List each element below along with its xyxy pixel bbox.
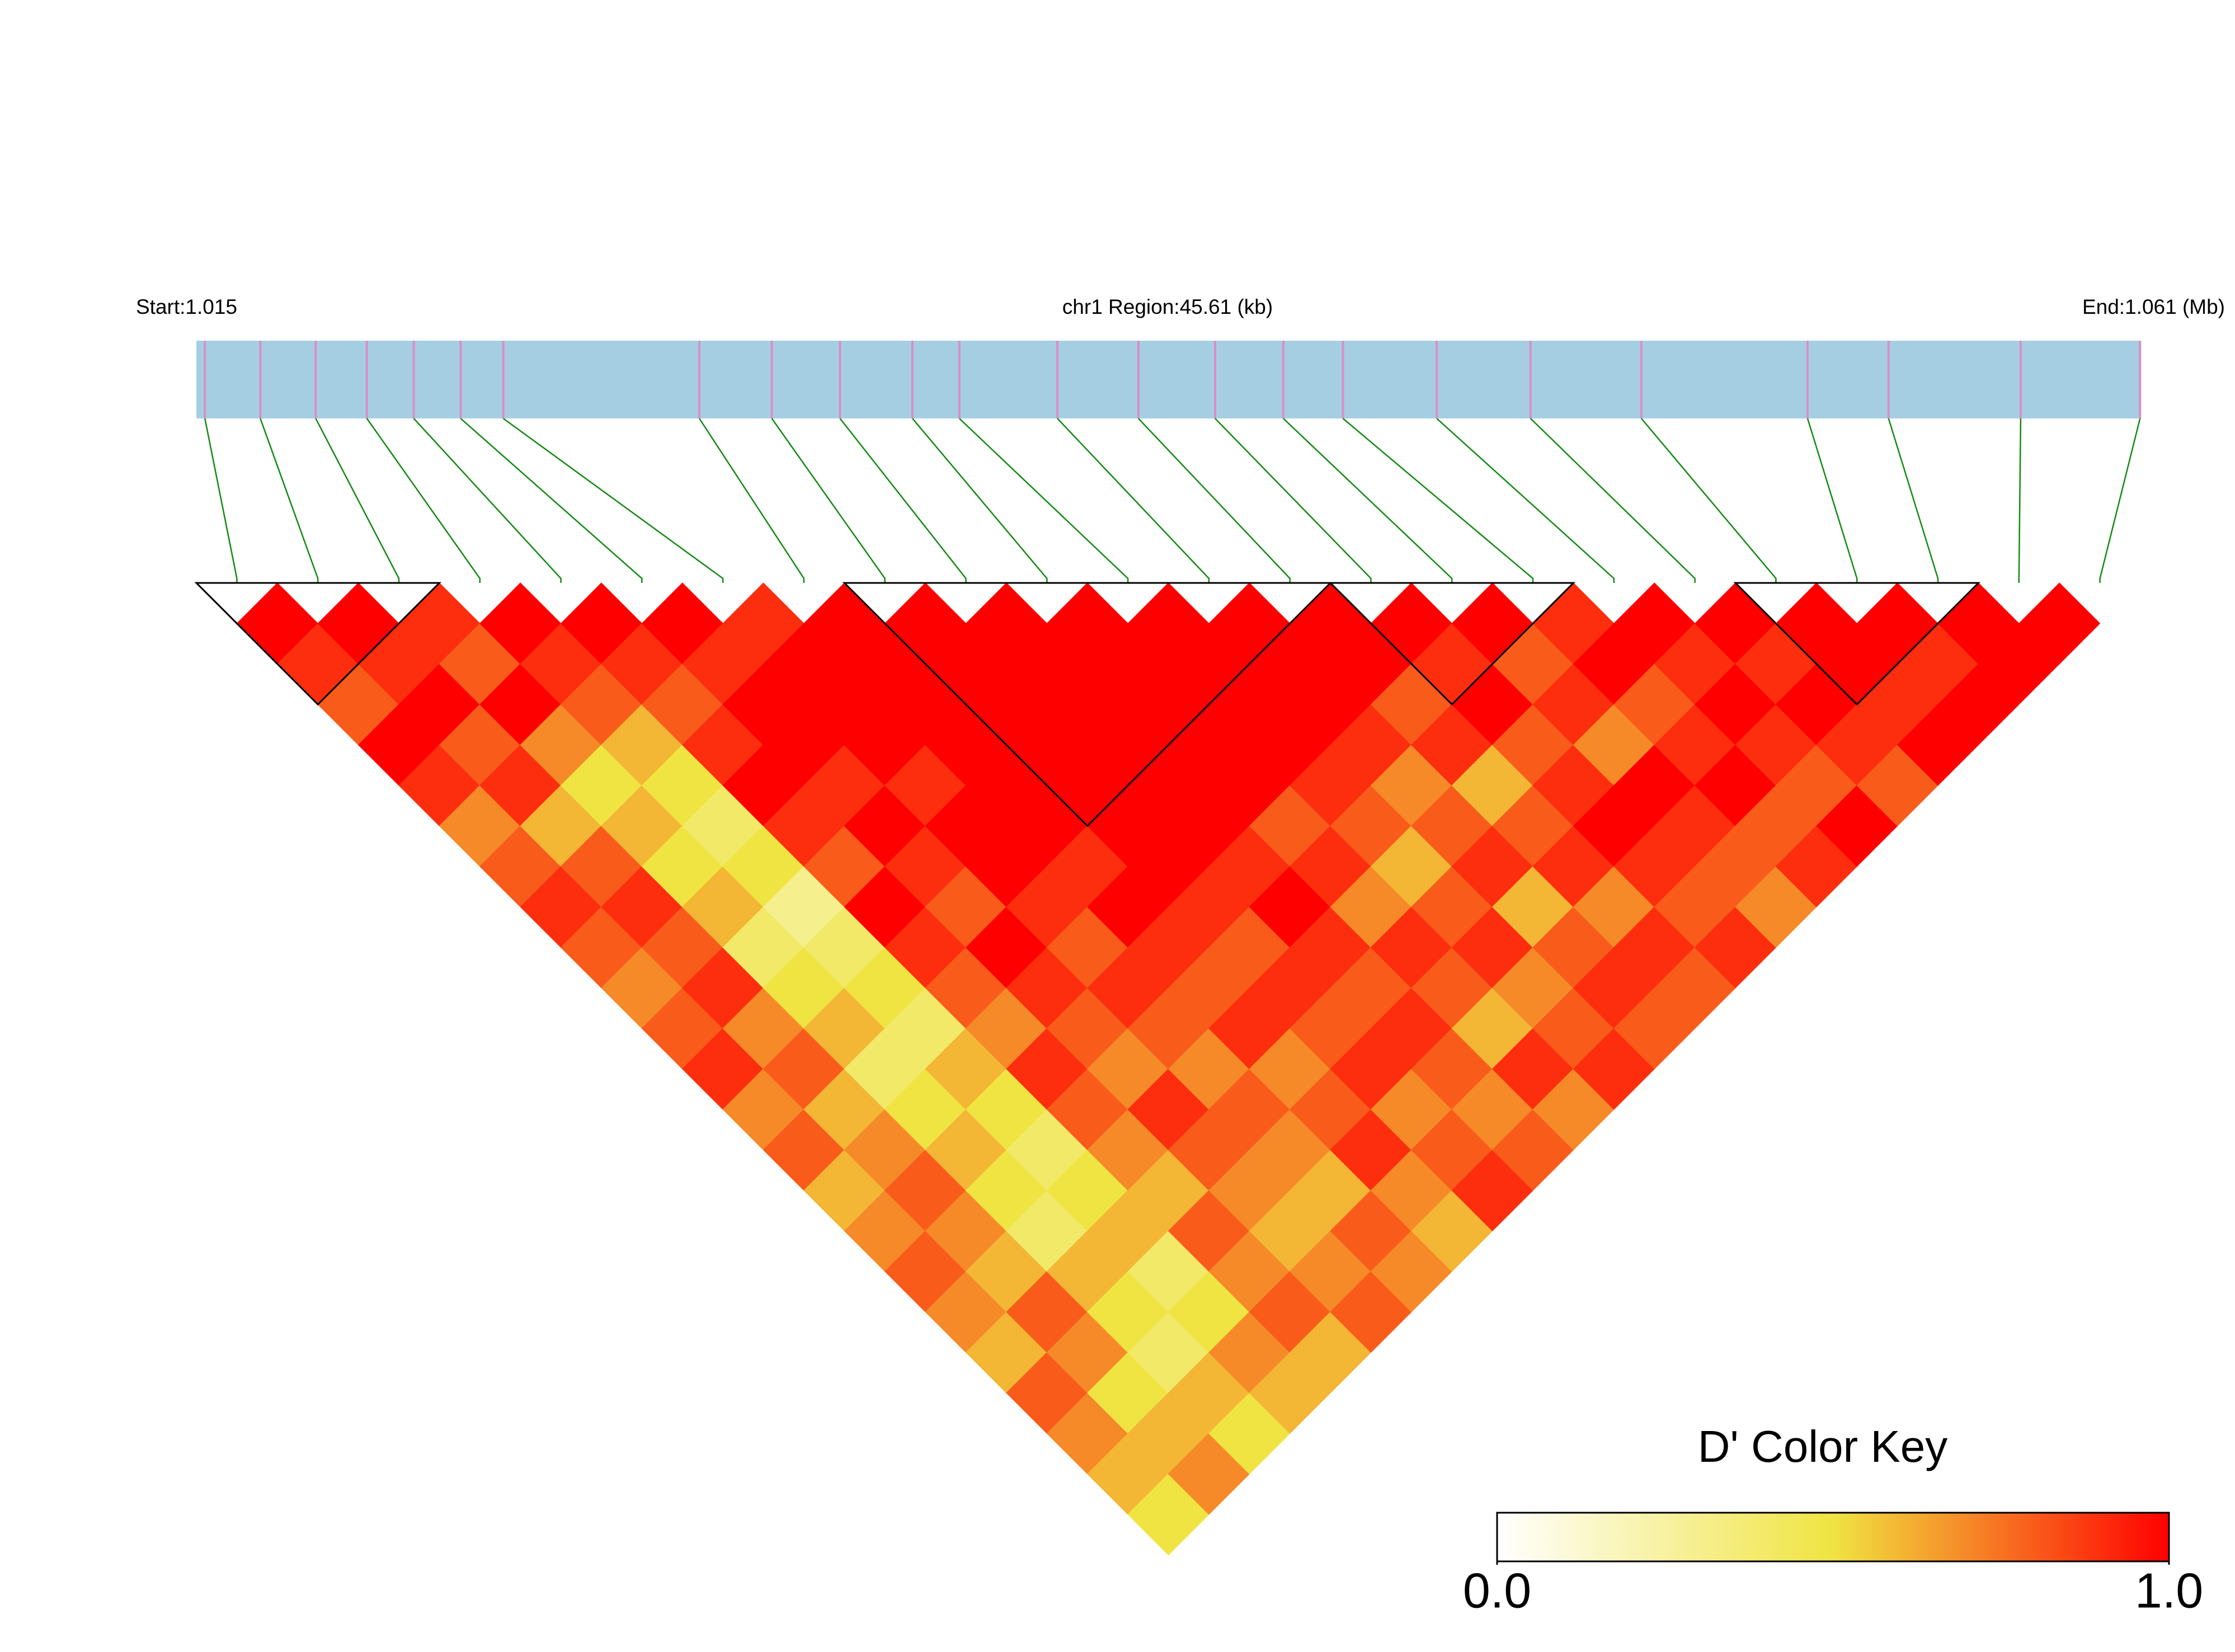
snp-connector [1342, 418, 1534, 583]
snp-connector [1057, 418, 1210, 583]
colorbar [1496, 1512, 2170, 1562]
snp-connector [1215, 418, 1372, 583]
colorbar-tick-label: 1.0 [2135, 1562, 2203, 1618]
snp-connector [839, 418, 967, 583]
snp-connector [1436, 418, 1615, 583]
snp-connector [502, 417, 724, 583]
snp-connector [1640, 418, 1777, 583]
ld-block [1328, 582, 1576, 706]
ld-block [194, 582, 441, 706]
colorbar-tick-label: 0.0 [1463, 1562, 1531, 1618]
snp-connector [2099, 418, 2141, 583]
ld-cell [2018, 582, 2101, 665]
snp-connector [2018, 418, 2022, 583]
snp-connector [204, 418, 238, 583]
snp-connector [1282, 418, 1453, 583]
ld-block [1733, 582, 1981, 706]
snp-connector [958, 418, 1129, 583]
snp-connector [1137, 418, 1291, 583]
snp-connector [366, 418, 481, 583]
region-label: chr1 Region:45.61 (kb) [1062, 295, 1273, 318]
snp-connector [1530, 418, 1696, 583]
snp-connector [912, 418, 1048, 583]
end-label: End:1.061 (Mb) [2082, 295, 2225, 318]
snp-connector [1888, 418, 1939, 583]
ld-block [842, 582, 1333, 827]
snp-connector [771, 418, 886, 583]
colorbar-title: D' Color Key [1698, 1422, 1948, 1471]
region-bar [196, 341, 2140, 418]
start-label: Start:1.015 [136, 295, 237, 318]
snp-connector [413, 418, 562, 583]
snp-connector [1806, 418, 1858, 583]
snp-connector [460, 418, 643, 583]
snp-connector [260, 418, 319, 583]
snp-connector [698, 418, 805, 583]
snp-connector [315, 418, 400, 583]
